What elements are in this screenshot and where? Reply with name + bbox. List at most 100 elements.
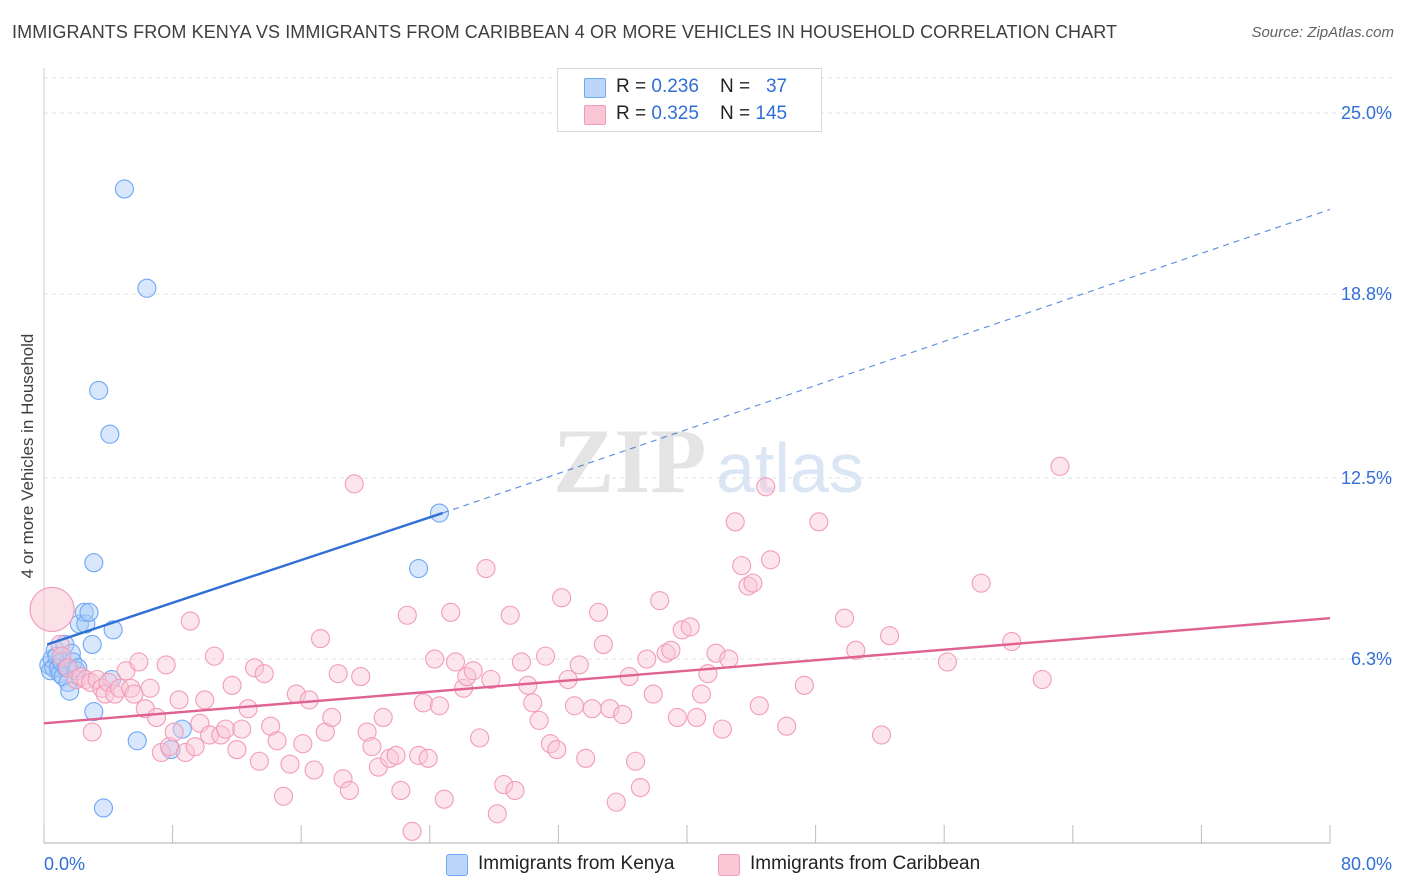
caribbean-point	[809, 512, 829, 532]
caribbean-point	[725, 512, 745, 532]
caribbean-point	[386, 745, 406, 765]
caribbean-point	[402, 821, 422, 841]
x-tick-label: 80.0%	[1341, 854, 1392, 874]
watermark-zip: ZIP	[553, 410, 706, 512]
caribbean-point	[232, 719, 252, 739]
caribbean-point	[1032, 669, 1052, 690]
caribbean-point	[441, 602, 461, 622]
caribbean-point	[445, 652, 466, 672]
caribbean-point	[87, 669, 107, 690]
caribbean-point	[273, 786, 294, 806]
caribbean-point	[156, 655, 176, 675]
caribbean-point	[749, 696, 769, 716]
axes	[43, 68, 1331, 844]
caribbean-point	[691, 684, 712, 704]
caribbean-point	[871, 725, 892, 745]
caribbean-point	[630, 777, 650, 798]
caribbean-point	[879, 626, 900, 646]
caribbean-point	[304, 760, 324, 780]
caribbean-point	[397, 605, 417, 625]
caribbean-point	[418, 748, 438, 768]
kenya-point	[127, 731, 147, 751]
caribbean-point	[267, 731, 287, 751]
caribbean-point	[777, 716, 797, 736]
caribbean-point	[552, 588, 572, 608]
caribbean-point	[254, 664, 274, 684]
caribbean-point	[834, 608, 855, 628]
kenya-point	[93, 798, 114, 818]
y-tick-label: 6.3%	[1351, 649, 1392, 669]
caribbean-r-label: R =	[616, 103, 652, 124]
caribbean-points	[29, 456, 1070, 841]
caribbean-point	[216, 719, 236, 739]
kenya-point	[84, 702, 104, 722]
kenya-point	[137, 278, 157, 298]
watermark: ZIP atlas	[553, 410, 864, 512]
caribbean-point	[613, 704, 633, 725]
caribbean-point	[245, 658, 265, 678]
caribbean-point	[52, 646, 72, 666]
caribbean-point	[564, 696, 585, 716]
kenya-point	[82, 634, 102, 655]
caribbean-point	[169, 690, 189, 710]
caribbean-r-value: 0.325	[651, 103, 699, 124]
caribbean-point	[180, 611, 200, 631]
caribbean-point	[429, 696, 449, 716]
caribbean-point	[487, 804, 507, 824]
caribbean-point	[129, 652, 149, 672]
caribbean-point	[95, 684, 115, 704]
caribbean-point	[175, 742, 196, 763]
kenya-point	[84, 553, 104, 573]
kenya-point	[89, 380, 109, 400]
caribbean-point	[846, 640, 866, 660]
kenya-point	[76, 614, 96, 634]
caribbean-point	[547, 740, 567, 760]
caribbean-point	[98, 672, 118, 692]
y-tick-label: 12.5%	[1341, 468, 1392, 488]
caribbean-point	[523, 693, 543, 713]
caribbean-trend-line	[43, 616, 1331, 725]
caribbean-point	[606, 792, 626, 812]
caribbean-point	[222, 675, 242, 695]
caribbean-point	[339, 780, 359, 800]
caribbean-point	[529, 710, 549, 730]
watermark-atlas: atlas	[716, 429, 864, 507]
caribbean-point	[576, 748, 596, 768]
caribbean-point	[643, 684, 663, 704]
caribbean-point	[344, 474, 364, 494]
kenya-point	[60, 681, 80, 701]
caribbean-point	[110, 678, 130, 698]
kenya-point	[114, 179, 134, 199]
caribbean-point	[481, 669, 501, 690]
caribbean-point	[204, 646, 224, 666]
caribbean-point	[971, 573, 991, 593]
caribbean-point	[413, 693, 433, 713]
caribbean-point	[476, 558, 496, 579]
caribbean-point	[732, 556, 752, 576]
caribbean-point	[238, 699, 258, 719]
kenya-point	[408, 558, 429, 579]
caribbean-point	[937, 652, 957, 672]
caribbean-point	[794, 675, 814, 695]
stats-legend: R = 0.236 N = 37 R = 0.325 N = 145	[557, 68, 822, 132]
caribbean-point	[626, 751, 646, 771]
caribbean-n-label: N =	[720, 103, 756, 124]
caribbean-point	[500, 605, 520, 625]
caribbean-point	[761, 550, 781, 570]
caribbean-point	[373, 707, 393, 727]
caribbean-point	[227, 740, 247, 760]
caribbean-point	[743, 573, 763, 593]
caribbean-point	[185, 737, 205, 757]
kenya-r-value: 0.236	[651, 76, 699, 97]
chart-title: IMMIGRANTS FROM KENYA VS IMMIGRANTS FROM…	[12, 22, 1118, 42]
caribbean-point	[719, 649, 739, 669]
caribbean-point	[687, 707, 707, 727]
kenya-trend-line	[46, 511, 444, 646]
caribbean-point	[328, 664, 348, 684]
caribbean-point	[391, 780, 411, 800]
gridlines	[44, 77, 1392, 660]
kenya-legend-label: Immigrants from Kenya	[478, 853, 675, 874]
caribbean-point	[582, 699, 602, 719]
caribbean-point	[535, 646, 556, 666]
